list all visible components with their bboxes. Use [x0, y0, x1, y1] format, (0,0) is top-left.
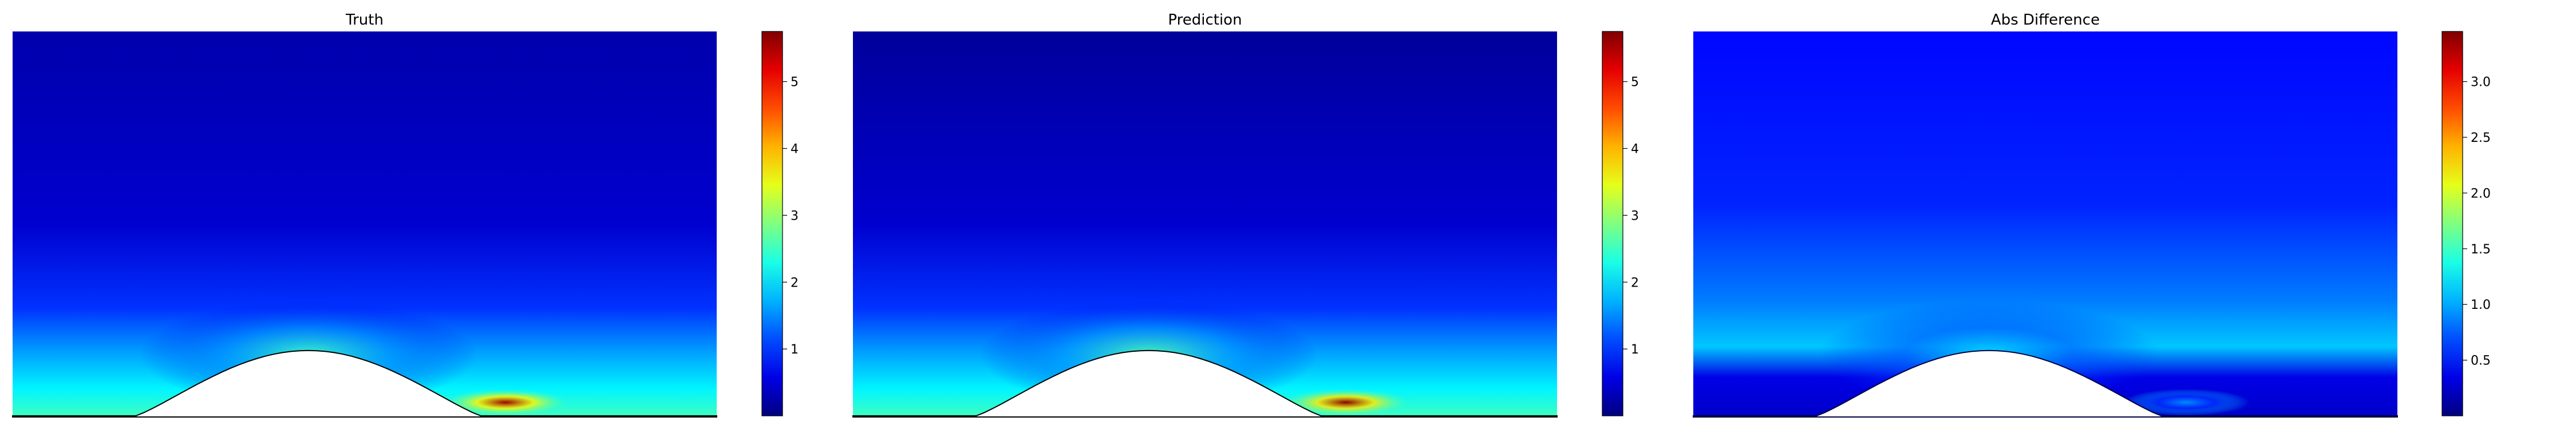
colorbar-tick-label: 3: [1631, 209, 1639, 223]
heatmap-field: [1693, 31, 2397, 416]
colorbar-tick-label: 2.0: [2471, 186, 2491, 201]
panel-2: Prediction 1 2 3 4 5: [852, 11, 1639, 418]
heatmap-field: [13, 31, 717, 416]
panel-title: Abs Difference: [1991, 11, 2100, 29]
panel-1: Truth 1 2 3 4 5: [12, 11, 799, 418]
colorbar-tick-label: 1.5: [2471, 243, 2491, 257]
colorbar-tick-label: 5: [791, 76, 799, 90]
colorbar-tick-label: 3.0: [2471, 76, 2491, 90]
colorbar-tick-label: 1.0: [2471, 298, 2491, 312]
colorbar: 0.5 1.0 1.5 2.0 2.5 3.0: [2441, 31, 2491, 416]
colorbar-gradient: [1602, 31, 1623, 416]
panel-title: Truth: [345, 11, 384, 29]
colorbar-tick-label: 1: [791, 343, 799, 357]
panel-title: Prediction: [1168, 11, 1242, 29]
colorbar-tick-label: 4: [791, 142, 799, 157]
hill-wall: [12, 349, 717, 418]
wake-hotspot: [1282, 388, 1409, 416]
panels: Truth 1 2 3 4 5 Prediction 1 2 3 4 5 Abs Difference 0…: [12, 11, 2491, 418]
panel-3: Abs Difference 0.5 1.0 1.5 2.0 2.5 3.0: [1693, 11, 2491, 418]
colorbar: 1 2 3 4 5: [1602, 31, 1639, 416]
wake-hotspot: [2123, 388, 2250, 416]
colorbar-tick-label: 2.5: [2471, 131, 2491, 145]
wake-hotspot: [442, 388, 569, 416]
colorbar-tick-label: 4: [1631, 142, 1639, 157]
colorbar: 1 2 3 4 5: [761, 31, 799, 416]
colorbar-gradient: [761, 31, 783, 416]
heatmap-field: [853, 31, 1557, 416]
hill-wall: [1693, 349, 2398, 418]
colorbar-tick-label: 2: [791, 276, 799, 290]
colorbar-tick-label: 0.5: [2471, 354, 2491, 368]
colorbar-tick-label: 2: [1631, 276, 1639, 290]
hill-wall: [852, 349, 1558, 418]
colorbar-gradient: [2441, 31, 2463, 416]
colorbar-tick-label: 1: [1631, 343, 1639, 357]
colorbar-tick-label: 5: [1631, 76, 1639, 90]
colorbar-tick-label: 3: [791, 209, 799, 223]
